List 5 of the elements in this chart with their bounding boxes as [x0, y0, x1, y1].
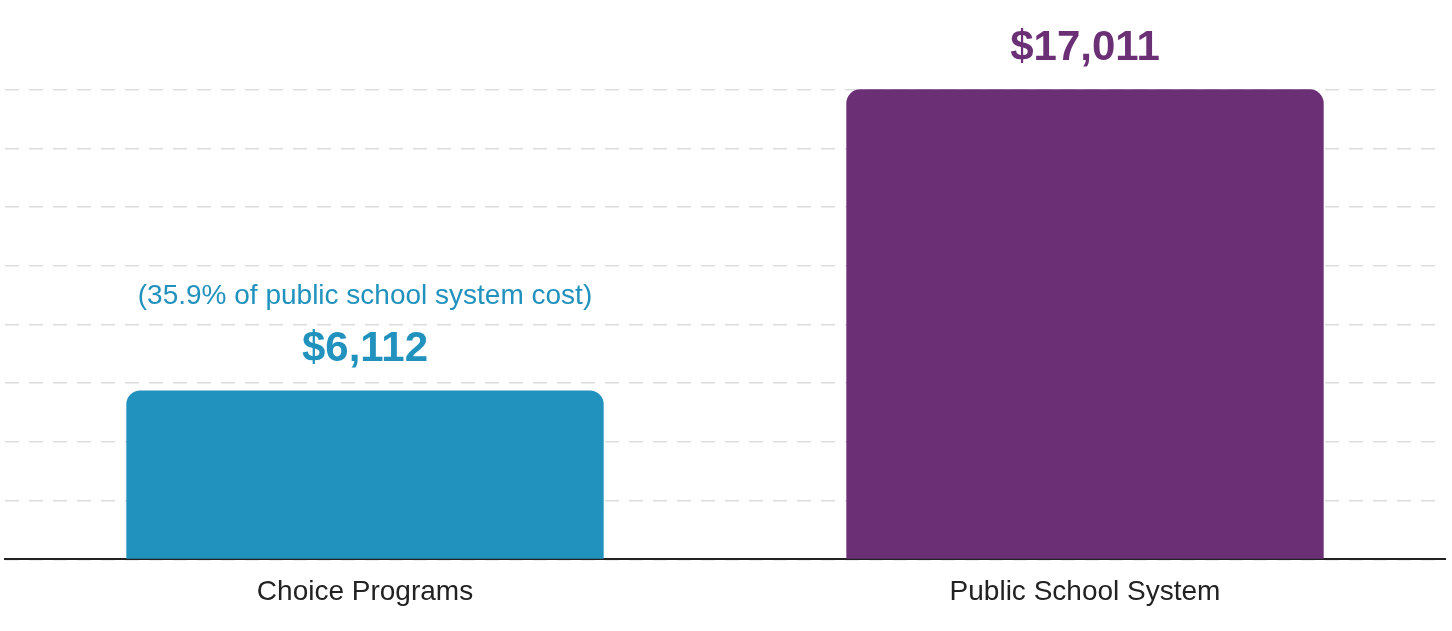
x-tick-label: Choice Programs [256, 574, 474, 606]
x-tick-label: Public School System [949, 574, 1221, 606]
data-label: $6,112 [301, 323, 429, 371]
annotation: (35.9% of public school system cost) [137, 279, 593, 311]
data-label: $17,011 [1010, 21, 1160, 69]
